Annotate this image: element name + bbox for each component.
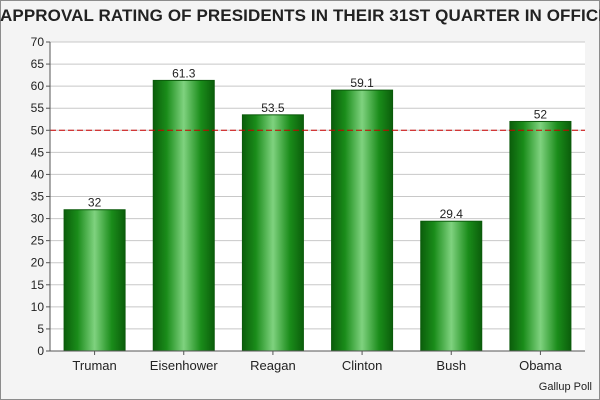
y-tick-label: 10: [31, 300, 45, 314]
data-label: 32: [88, 196, 102, 210]
y-tick-label: 15: [31, 278, 45, 292]
y-tick-label: 40: [31, 167, 45, 181]
x-tick-label: Eisenhower: [150, 358, 219, 373]
x-tick-label: Reagan: [250, 358, 296, 373]
x-tick-label: Obama: [519, 358, 562, 373]
data-label: 59.1: [350, 76, 374, 90]
y-tick-label: 0: [37, 344, 44, 358]
bar: [63, 209, 126, 352]
y-tick-label: 45: [31, 145, 45, 159]
y-tick-label: 50: [31, 123, 45, 137]
y-tick-label: 65: [31, 57, 45, 71]
x-tick-label: Clinton: [342, 358, 382, 373]
y-tick-label: 70: [31, 35, 45, 49]
data-label: 61.3: [172, 66, 196, 80]
bar: [509, 120, 572, 352]
y-tick-label: 5: [37, 322, 44, 336]
source-note: Gallup Poll: [538, 381, 592, 393]
bar: [420, 220, 483, 352]
y-tick-label: 20: [31, 256, 45, 270]
bar: [331, 89, 394, 352]
y-tick-label: 25: [31, 234, 45, 248]
bar: [241, 114, 304, 352]
data-label: 53.5: [261, 101, 285, 115]
y-tick-label: 60: [31, 79, 45, 93]
bar: [152, 79, 215, 352]
y-tick-label: 55: [31, 101, 45, 115]
data-label: 29.4: [440, 207, 464, 221]
y-tick-label: 35: [31, 190, 45, 204]
y-tick-label: 30: [31, 212, 45, 226]
x-tick-label: Truman: [72, 358, 116, 373]
x-tick-label: Bush: [436, 358, 466, 373]
chart-title: APPROVAL RATING OF PRESIDENTS IN THEIR 3…: [0, 6, 600, 25]
data-label: 52: [534, 107, 548, 121]
